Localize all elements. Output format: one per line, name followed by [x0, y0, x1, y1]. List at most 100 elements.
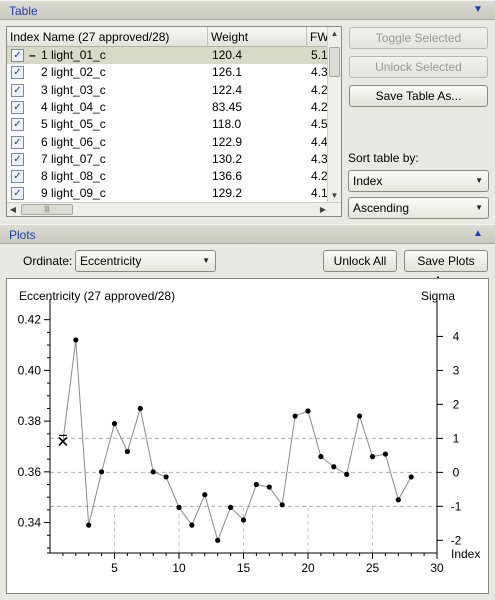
sigma-tick-label: 1	[453, 431, 460, 445]
data-point	[344, 471, 350, 477]
x-tick-label: 15	[237, 561, 251, 575]
sigma-tick-label: 4	[453, 329, 460, 343]
horizontal-scroll-thumb[interactable]: |||	[21, 204, 73, 215]
data-point	[73, 337, 79, 343]
sort-field-select[interactable]: Index ▼	[348, 170, 489, 192]
table-row[interactable]: ✓ –1 light_01_c 120.4 5.1	[7, 47, 328, 65]
sort-table-label: Sort table by:	[348, 151, 419, 165]
table-row[interactable]: ✓ 8 light_08_c 136.6 4.2	[7, 168, 328, 185]
data-table[interactable]: Index Name (27 approved/28) Weight FW ✓ –…	[6, 26, 342, 217]
table-row[interactable]: ✓ 7 light_07_c 130.2 4.3	[7, 151, 328, 168]
collapse-down-icon[interactable]: ▼	[473, 4, 483, 15]
table-vertical-scrollbar[interactable]: ▲ ▼	[327, 27, 341, 203]
x-tick-label: 25	[366, 561, 380, 575]
row-fw: 4.3	[311, 151, 328, 166]
x-tick-label: 5	[111, 561, 118, 575]
table-row[interactable]: ✓ 6 light_06_c 122.9 4.4	[7, 134, 328, 151]
plots-section-header[interactable]: Plots ▲	[0, 224, 495, 244]
row-name: 2 light_02_c	[41, 65, 106, 80]
data-point	[318, 454, 324, 460]
approve-checkbox[interactable]: ✓	[11, 170, 24, 184]
table-row[interactable]: ✓ 3 light_03_c 122.4 4.2	[7, 82, 328, 99]
table-section-header[interactable]: Table ▼	[0, 0, 495, 20]
scroll-down-icon[interactable]: ▼	[330, 191, 339, 200]
data-point	[279, 502, 285, 508]
plots-section-title: Plots	[9, 228, 36, 242]
table-row[interactable]: ✓ 5 light_05_c 118.0 4.5	[7, 116, 328, 133]
unlock-all-button[interactable]: Unlock All	[323, 250, 397, 272]
ordinate-select[interactable]: Eccentricity ▼	[75, 250, 216, 272]
row-weight: 120.4	[212, 48, 243, 62]
approve-checkbox[interactable]: ✓	[11, 118, 24, 132]
approve-checkbox[interactable]: ✓	[11, 152, 24, 166]
ordinate-label: Ordinate:	[23, 254, 73, 268]
y-tick-label: 0.36	[18, 465, 42, 479]
scroll-right-icon[interactable]: ▶	[319, 205, 327, 214]
data-point	[369, 454, 376, 460]
approve-checkbox[interactable]: ✓	[11, 49, 24, 62]
data-point	[124, 448, 130, 455]
scroll-up-icon[interactable]: ▲	[330, 29, 339, 38]
row-name: 8 light_08_c	[41, 169, 106, 184]
data-point	[163, 474, 169, 480]
approve-checkbox[interactable]: ✓	[11, 187, 24, 201]
approve-checkbox[interactable]: ✓	[11, 66, 24, 80]
row-fw: 4.5	[311, 117, 328, 132]
approve-checkbox[interactable]: ✓	[11, 100, 24, 114]
data-point	[202, 492, 208, 498]
column-header-weight[interactable]: Weight	[208, 27, 307, 47]
save-plots-as-button[interactable]: Save Plots As...	[404, 250, 488, 288]
row-fw: 4.4	[311, 134, 328, 149]
row-name: 1 light_01_c	[41, 48, 106, 62]
dropdown-arrow-icon: ▼	[475, 203, 483, 212]
column-header-index-name[interactable]: Index Name (27 approved/28)	[7, 27, 208, 47]
data-point	[408, 474, 414, 480]
y-tick-label: 0.38	[18, 414, 42, 428]
approve-checkbox[interactable]: ✓	[11, 83, 24, 97]
data-point	[111, 421, 118, 427]
plot-area[interactable]: Eccentricity (27 approved/28) Sigma Inde…	[6, 278, 489, 594]
save-table-as-button[interactable]: Save Table As...	[349, 85, 488, 107]
x-tick-label: 30	[430, 561, 444, 575]
ordinate-value: Eccentricity	[80, 254, 142, 268]
table-row[interactable]: ✓ 2 light_02_c 126.1 4.3	[7, 64, 328, 81]
approve-checkbox[interactable]: ✓	[11, 135, 24, 149]
eccentricity-chart[interactable]: Eccentricity (27 approved/28) Sigma Inde…	[7, 279, 488, 593]
row-fw: 4.3	[311, 65, 328, 80]
row-name: 7 light_07_c	[41, 151, 106, 166]
unlock-selected-button[interactable]: Unlock Selected	[349, 56, 488, 78]
table-row[interactable]: ✓ 9 light_09_c 129.2 4.1	[7, 185, 328, 202]
sigma-tick-label: -2	[451, 533, 462, 547]
sort-order-select[interactable]: Ascending ▼	[348, 197, 489, 219]
sigma-tick-label: -1	[451, 499, 462, 513]
data-point	[189, 522, 195, 528]
sigma-tick-label: 2	[453, 397, 460, 411]
row-fw: 4.2	[311, 169, 328, 184]
dropdown-arrow-icon: ▼	[202, 256, 210, 265]
collapse-up-icon[interactable]: ▲	[473, 228, 483, 239]
x-tick-label: 10	[172, 561, 186, 575]
y-tick-label: 0.34	[18, 516, 42, 530]
data-point	[228, 504, 234, 510]
scroll-left-icon[interactable]: ◀	[9, 205, 17, 214]
toggle-selected-button[interactable]: Toggle Selected	[349, 27, 488, 49]
vertical-scroll-thumb[interactable]	[329, 47, 340, 77]
sort-order-value: Ascending	[353, 201, 410, 215]
data-point	[86, 522, 92, 528]
row-weight: 118.0	[212, 117, 242, 132]
row-weight: 130.2	[212, 151, 243, 166]
row-name: 4 light_04_c	[41, 99, 106, 114]
row-weight: 126.1	[212, 65, 243, 80]
row-weight: 83.45	[212, 99, 243, 114]
table-horizontal-scrollbar[interactable]: ◀ ||| ▶	[7, 202, 341, 216]
table-row[interactable]: ✓ 4 light_04_c 83.45 4.2	[7, 99, 328, 116]
data-point	[331, 464, 337, 470]
sort-field-value: Index	[353, 174, 383, 188]
data-point	[253, 481, 259, 488]
row-weight: 122.4	[212, 82, 243, 97]
sigma-axis-label: Sigma	[421, 289, 455, 303]
row-weight: 136.6	[212, 169, 243, 184]
column-header-fw[interactable]: FW	[307, 27, 328, 47]
row-name: 3 light_03_c	[41, 82, 106, 97]
table-section-title: Table	[9, 4, 38, 18]
